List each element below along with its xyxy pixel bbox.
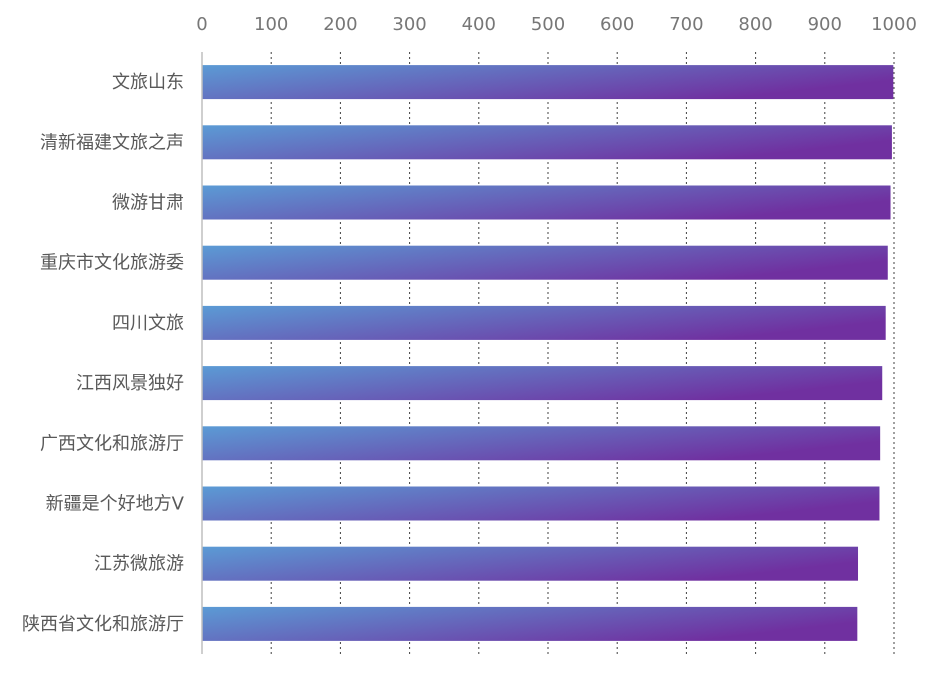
bar [202,546,859,581]
bar [202,426,881,461]
category-label: 江苏微旅游 [94,554,184,575]
bar [202,366,883,401]
x-tick-label: 0 [196,14,207,35]
category-label: 江西风景独好 [76,373,184,394]
x-tick-label: 600 [600,14,634,35]
category-label: 四川文旅 [112,313,184,334]
category-label: 微游甘肃 [112,193,184,214]
category-label: 清新福建文旅之声 [40,132,184,153]
bar [202,606,858,641]
x-tick-label: 100 [254,14,288,35]
bar [202,185,891,220]
x-tick-label: 500 [531,14,565,35]
x-tick-label: 400 [462,14,496,35]
category-label: 广西文化和旅游厅 [40,433,184,454]
category-label: 新疆是个好地方V [46,494,185,515]
category-label: 陕西省文化和旅游厅 [22,614,184,635]
x-tick-label: 700 [669,14,703,35]
bars [202,65,894,641]
bar [202,125,892,160]
bar [202,245,888,280]
x-tick-label: 1000 [871,14,917,35]
bar [202,65,894,100]
category-label: 文旅山东 [112,72,184,93]
bar [202,486,880,521]
x-tick-label: 200 [323,14,357,35]
bar [202,305,886,340]
labels: 0 100 200 300 400 500 600 700 800 900 1000 文旅山东清新福建… [22,14,917,635]
x-tick-label: 300 [392,14,426,35]
x-tick-label: 800 [738,14,772,35]
x-tick-label: 900 [808,14,842,35]
category-label: 重庆市文化旅游委 [40,253,184,274]
